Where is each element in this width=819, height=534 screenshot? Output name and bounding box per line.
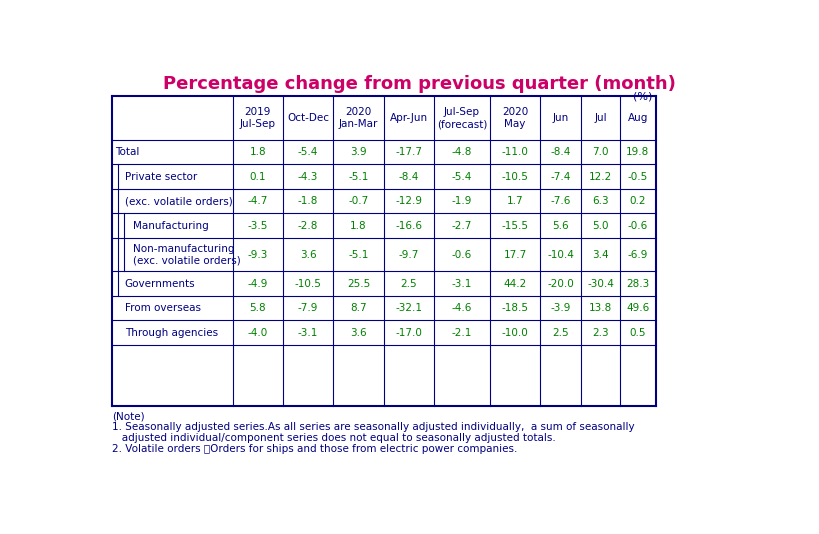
Text: -30.4: -30.4 — [587, 279, 614, 288]
Text: 1. Seasonally adjusted series.As all series are seasonally adjusted individually: 1. Seasonally adjusted series.As all ser… — [111, 422, 634, 432]
Text: -10.0: -10.0 — [502, 328, 528, 338]
Text: Through agencies: Through agencies — [124, 328, 218, 338]
Text: -11.0: -11.0 — [501, 147, 528, 157]
Text: -4.7: -4.7 — [247, 196, 268, 206]
Text: -2.1: -2.1 — [452, 328, 473, 338]
Text: -4.8: -4.8 — [452, 147, 473, 157]
Text: Private sector: Private sector — [124, 171, 197, 182]
Text: -1.8: -1.8 — [298, 196, 319, 206]
Text: -7.4: -7.4 — [550, 171, 571, 182]
Text: From overseas: From overseas — [124, 303, 201, 313]
Text: (%): (%) — [633, 92, 653, 102]
Text: -7.6: -7.6 — [550, 196, 571, 206]
Text: 13.8: 13.8 — [589, 303, 613, 313]
Text: -8.4: -8.4 — [550, 147, 571, 157]
Text: Governments: Governments — [124, 279, 196, 288]
Text: 2.5: 2.5 — [553, 328, 569, 338]
Text: -0.6: -0.6 — [628, 221, 648, 231]
Text: 5.6: 5.6 — [553, 221, 569, 231]
Text: Jul: Jul — [595, 113, 607, 123]
Text: -5.1: -5.1 — [348, 250, 369, 260]
Text: 1.7: 1.7 — [507, 196, 523, 206]
Text: -2.7: -2.7 — [452, 221, 473, 231]
Text: 2.3: 2.3 — [592, 328, 609, 338]
Text: 2.5: 2.5 — [400, 279, 417, 288]
Text: 6.3: 6.3 — [592, 196, 609, 206]
Text: 0.1: 0.1 — [250, 171, 266, 182]
Text: Apr-Jun: Apr-Jun — [390, 113, 428, 123]
Text: 28.3: 28.3 — [627, 279, 649, 288]
Text: 49.6: 49.6 — [627, 303, 649, 313]
Text: -6.9: -6.9 — [627, 250, 648, 260]
Text: -3.9: -3.9 — [550, 303, 571, 313]
Text: -18.5: -18.5 — [501, 303, 528, 313]
Text: 3.6: 3.6 — [300, 250, 316, 260]
Text: -1.9: -1.9 — [452, 196, 473, 206]
Text: -20.0: -20.0 — [547, 279, 574, 288]
Text: -3.1: -3.1 — [298, 328, 319, 338]
Text: -15.5: -15.5 — [501, 221, 528, 231]
Text: -5.1: -5.1 — [348, 171, 369, 182]
Text: -5.4: -5.4 — [452, 171, 473, 182]
Text: -17.7: -17.7 — [396, 147, 423, 157]
Text: Total: Total — [115, 147, 140, 157]
Text: -10.5: -10.5 — [295, 279, 322, 288]
Text: 2020
Jan-Mar: 2020 Jan-Mar — [339, 107, 378, 129]
Text: Percentage change from previous quarter (month): Percentage change from previous quarter … — [163, 75, 676, 93]
Text: -0.5: -0.5 — [628, 171, 648, 182]
Text: Jun: Jun — [553, 113, 569, 123]
Text: -9.7: -9.7 — [399, 250, 419, 260]
Text: 2020
May: 2020 May — [502, 107, 528, 129]
Text: 5.8: 5.8 — [250, 303, 266, 313]
Text: Oct-Dec: Oct-Dec — [287, 113, 329, 123]
Text: 2. Volatile orders ：Orders for ships and those from electric power companies.: 2. Volatile orders ：Orders for ships and… — [111, 444, 517, 454]
Text: -2.8: -2.8 — [298, 221, 319, 231]
Text: 3.4: 3.4 — [592, 250, 609, 260]
Text: 12.2: 12.2 — [589, 171, 613, 182]
Text: -0.7: -0.7 — [348, 196, 369, 206]
Text: Aug: Aug — [627, 113, 648, 123]
Text: 17.7: 17.7 — [504, 250, 527, 260]
Text: -4.3: -4.3 — [298, 171, 319, 182]
Text: -5.4: -5.4 — [298, 147, 319, 157]
Text: 0.5: 0.5 — [630, 328, 646, 338]
Text: -4.0: -4.0 — [247, 328, 268, 338]
Text: adjusted individual/component series does not equal to seasonally adjusted total: adjusted individual/component series doe… — [111, 433, 555, 443]
Text: 1.8: 1.8 — [351, 221, 367, 231]
Text: (exc. volatile orders): (exc. volatile orders) — [124, 196, 233, 206]
Text: -16.6: -16.6 — [396, 221, 423, 231]
Text: 7.0: 7.0 — [592, 147, 609, 157]
Text: -10.5: -10.5 — [501, 171, 528, 182]
Text: 2019
Jul-Sep: 2019 Jul-Sep — [240, 107, 276, 129]
Text: Jul-Sep
(forecast): Jul-Sep (forecast) — [437, 107, 487, 129]
Text: -0.6: -0.6 — [452, 250, 472, 260]
Text: -3.1: -3.1 — [452, 279, 473, 288]
Text: -9.3: -9.3 — [247, 250, 268, 260]
Text: -3.5: -3.5 — [247, 221, 268, 231]
Text: -4.6: -4.6 — [452, 303, 473, 313]
Text: -10.4: -10.4 — [547, 250, 574, 260]
Text: 8.7: 8.7 — [351, 303, 367, 313]
Text: Manufacturing: Manufacturing — [133, 221, 208, 231]
Text: 5.0: 5.0 — [592, 221, 609, 231]
Text: 44.2: 44.2 — [504, 279, 527, 288]
Text: 19.8: 19.8 — [627, 147, 649, 157]
Text: -8.4: -8.4 — [399, 171, 419, 182]
Text: 3.9: 3.9 — [351, 147, 367, 157]
Text: 3.6: 3.6 — [351, 328, 367, 338]
Text: -17.0: -17.0 — [396, 328, 423, 338]
Text: -4.9: -4.9 — [247, 279, 268, 288]
Text: Non-manufacturing
(exc. volatile orders): Non-manufacturing (exc. volatile orders) — [133, 244, 240, 265]
Text: (Note): (Note) — [111, 411, 144, 421]
Text: -32.1: -32.1 — [396, 303, 423, 313]
Text: -7.9: -7.9 — [298, 303, 319, 313]
Text: 25.5: 25.5 — [347, 279, 370, 288]
Text: 1.8: 1.8 — [250, 147, 266, 157]
Text: 0.2: 0.2 — [630, 196, 646, 206]
Text: -12.9: -12.9 — [396, 196, 423, 206]
